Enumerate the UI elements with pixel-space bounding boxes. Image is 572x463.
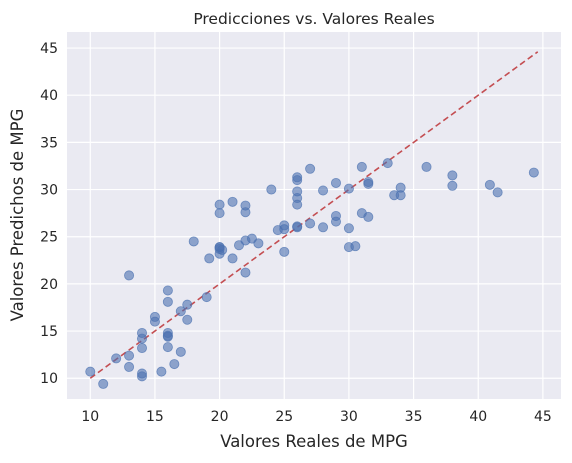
data-point xyxy=(137,343,146,352)
y-tick-label: 45 xyxy=(40,41,58,57)
chart-title: Predicciones vs. Valores Reales xyxy=(193,10,434,28)
data-point xyxy=(293,187,302,196)
y-tick-label: 10 xyxy=(40,371,58,387)
data-point xyxy=(422,162,431,171)
data-point xyxy=(163,331,172,340)
data-point xyxy=(215,200,224,209)
data-point xyxy=(364,212,373,221)
y-tick-label: 25 xyxy=(40,230,58,246)
data-point xyxy=(280,247,289,256)
data-point xyxy=(318,186,327,195)
data-point xyxy=(124,271,133,280)
data-point xyxy=(254,239,263,248)
data-point xyxy=(318,223,327,232)
x-tick-label: 20 xyxy=(211,409,229,425)
data-point xyxy=(383,159,392,168)
data-point xyxy=(267,185,276,194)
data-point xyxy=(157,367,166,376)
data-point xyxy=(124,362,133,371)
data-point xyxy=(241,268,250,277)
data-point xyxy=(293,222,302,231)
data-point xyxy=(241,208,250,217)
data-point xyxy=(112,354,121,363)
data-point xyxy=(331,217,340,226)
y-tick-label: 30 xyxy=(40,183,58,199)
data-point xyxy=(344,224,353,233)
x-tick-label: 30 xyxy=(340,409,358,425)
data-point xyxy=(306,219,315,228)
data-point xyxy=(189,237,198,246)
data-point xyxy=(228,254,237,263)
data-point xyxy=(163,297,172,306)
data-point xyxy=(228,197,237,206)
x-axis-label: Valores Reales de MPG xyxy=(220,432,408,451)
y-axis-label: Valores Predichos de MPG xyxy=(8,109,27,322)
data-point xyxy=(163,343,172,352)
y-tick-label: 35 xyxy=(40,135,58,151)
data-point xyxy=(215,209,224,218)
y-tick-label: 20 xyxy=(40,277,58,293)
x-tick-label: 35 xyxy=(405,409,423,425)
x-tick-label: 25 xyxy=(275,409,293,425)
data-point xyxy=(396,191,405,200)
data-point xyxy=(485,180,494,189)
data-point xyxy=(124,351,133,360)
data-point xyxy=(351,242,360,251)
data-point xyxy=(137,372,146,381)
data-point xyxy=(150,312,159,321)
data-point xyxy=(176,347,185,356)
data-point xyxy=(183,315,192,324)
data-point xyxy=(202,293,211,302)
x-tick-label: 10 xyxy=(81,409,99,425)
x-tick-label: 15 xyxy=(146,409,164,425)
y-tick-labels: 10 15 20 25 30 35 40 45 xyxy=(40,41,58,387)
x-tick-label: 40 xyxy=(469,409,487,425)
y-tick-label: 15 xyxy=(40,324,58,340)
data-point xyxy=(86,367,95,376)
data-point xyxy=(306,164,315,173)
data-point xyxy=(183,300,192,309)
data-point xyxy=(448,171,457,180)
data-point xyxy=(493,188,502,197)
x-tick-labels: 10 15 20 25 30 35 40 45 xyxy=(81,409,551,425)
data-point xyxy=(293,176,302,185)
data-point xyxy=(163,286,172,295)
y-tick-label: 40 xyxy=(40,88,58,104)
data-point xyxy=(280,225,289,234)
data-point xyxy=(344,184,353,193)
x-tick-label: 45 xyxy=(534,409,552,425)
data-point xyxy=(99,379,108,388)
data-point xyxy=(170,359,179,368)
data-point xyxy=(448,181,457,190)
data-point xyxy=(529,168,538,177)
data-point xyxy=(137,328,146,337)
data-point xyxy=(357,162,366,171)
data-point xyxy=(218,245,227,254)
data-point xyxy=(331,178,340,187)
data-point xyxy=(364,177,373,186)
data-point xyxy=(205,254,214,263)
